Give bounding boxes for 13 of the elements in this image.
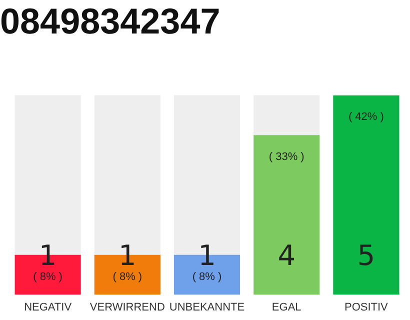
x-tick-label: POSITIV [344, 301, 389, 314]
x-tick-label: VERWIRREND [90, 301, 165, 314]
data-label: 4 [278, 238, 296, 272]
annotation: ( 8% ) [192, 270, 222, 283]
annotation: ( 8% ) [112, 270, 142, 283]
annotation: ( 42% ) [348, 111, 384, 124]
data-label: 5 [357, 238, 376, 272]
x-tick-label: EGAL [272, 301, 302, 314]
x-tick-label: NEGATIV [24, 301, 72, 314]
x-tick-label: UNBEKANNTE [169, 301, 245, 314]
annotation: ( 33% ) [268, 151, 304, 164]
chart-title: 08498342347 [0, 0, 220, 42]
annotation: ( 8% ) [33, 270, 62, 283]
